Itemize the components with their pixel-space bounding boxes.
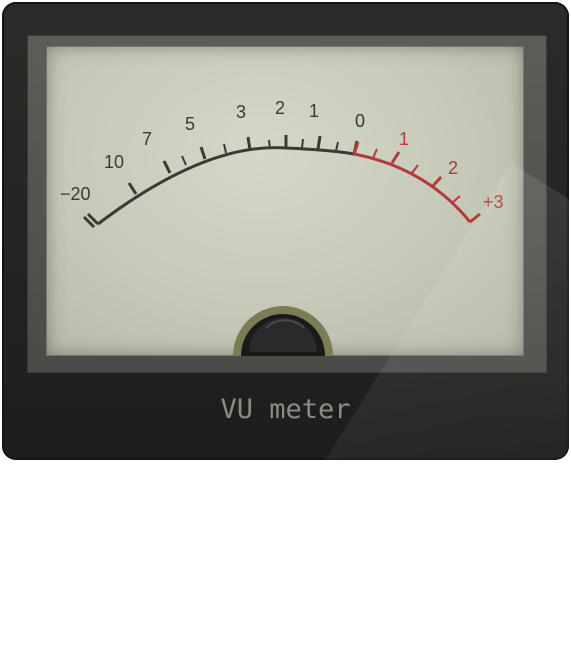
meter-scale: −20 10 7 5 3 2 1 0 1 2 +3	[60, 98, 504, 356]
label-0: 0	[355, 111, 365, 131]
black-major-ticks	[82, 135, 359, 229]
minor-tick	[223, 143, 227, 154]
black-minor-ticks	[181, 138, 339, 166]
tick-7	[162, 160, 172, 174]
minor-tick	[451, 195, 461, 204]
minor-tick	[335, 141, 339, 152]
label-red-1: 1	[399, 129, 409, 149]
tick-red-1	[390, 151, 401, 164]
minor-tick	[268, 139, 271, 150]
label-5: 5	[185, 114, 195, 134]
label-7: 7	[142, 129, 152, 149]
label-1: 1	[309, 101, 319, 121]
tick-minus20-b	[82, 215, 96, 229]
scale-arc-black	[97, 146, 355, 226]
minor-tick	[301, 138, 304, 149]
label-minus20: −20	[60, 184, 91, 204]
meter-caption: VU meter	[220, 394, 351, 425]
needle-hub	[233, 306, 333, 356]
tick-red-2	[430, 175, 443, 189]
tick-3	[246, 136, 252, 151]
tick-1	[316, 135, 322, 150]
meter-face: −20 10 7 5 3 2 1 0 1 2 +3	[46, 46, 524, 356]
scale-arc-red	[353, 152, 472, 223]
tick-minus20	[86, 212, 100, 226]
label-2: 2	[275, 98, 285, 118]
tick-0-red	[352, 141, 360, 155]
label-red-2: 2	[448, 158, 458, 178]
minor-tick	[411, 164, 419, 174]
label-10: 10	[104, 152, 124, 172]
red-ticks	[352, 141, 481, 224]
label-red-plus3: +3	[483, 192, 504, 212]
minor-tick	[372, 148, 378, 159]
label-3: 3	[236, 102, 246, 122]
tick-red-3	[469, 212, 481, 224]
red-minor-ticks	[372, 148, 461, 204]
minor-tick	[181, 155, 187, 166]
tick-5	[199, 146, 207, 160]
tick-10	[127, 182, 138, 195]
